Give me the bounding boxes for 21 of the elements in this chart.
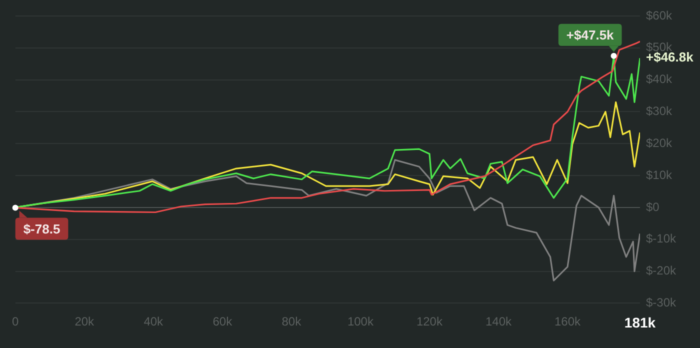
x-tick-label: 80k [282,314,302,329]
y-tick-label: $-20k [646,264,678,278]
x-tick-label: 40k [144,314,164,329]
y-tick-label: $60k [646,8,674,22]
annotation: $-78.5 [23,221,60,236]
x-tick-label: 120k [416,314,444,329]
x-tick-label: 140k [485,314,513,329]
x-tick-label: 60k [212,314,234,329]
x-tick-label: 160k [554,314,582,329]
x-tick-label: 100k [347,314,374,329]
x-tick-label: 0 [12,314,19,329]
x-tick-label: 20k [74,314,96,329]
y-tick-label: $20k [646,136,674,150]
y-tick-label: $0 [646,200,660,214]
y-tick-label: $-10k [646,232,678,246]
y-tick-label: $10k [646,168,674,182]
y-tick-label: $-30k [646,296,678,310]
annotation: +$47.5k [566,27,615,42]
x-tick-label: 181k [624,314,656,330]
y-tick-label: $30k [646,104,674,118]
y-tick-label: $40k [646,72,674,86]
